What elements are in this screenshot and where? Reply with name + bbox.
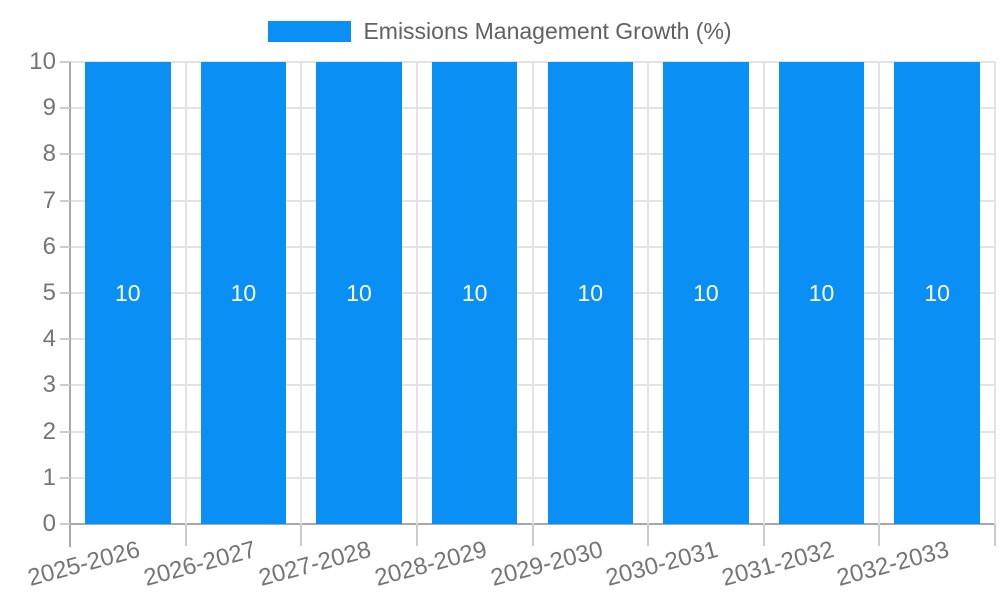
y-tick-label: 5 [42,279,56,306]
v-gridline [994,62,996,524]
y-tick [60,338,70,341]
x-tick-label: 2029-2030 [487,536,606,592]
bar-value-label: 10 [230,280,257,306]
y-tick-label: 4 [42,325,56,353]
y-tick [60,245,70,248]
v-gridline [184,62,187,524]
y-tick-label: 6 [42,232,56,260]
v-gridline [415,62,418,524]
bar[interactable] [894,62,980,524]
bar[interactable] [316,62,402,524]
y-tick [60,476,70,479]
bar[interactable] [547,62,634,524]
bar[interactable] [778,62,865,524]
x-tick-label: 2025-2026 [24,536,143,592]
bar-value-label: 10 [693,280,719,306]
plot-area: 10 10 10 10 10 10 10 10 [70,61,996,525]
bar-value-label: 10 [924,280,950,306]
y-tick [60,292,70,294]
bar-value-label: 10 [577,280,604,306]
x-tick-label: 2027-2028 [256,536,375,592]
y-tick [60,107,70,110]
bar-value-label: 10 [115,280,141,306]
legend-label: Emissions Management Growth (%) [363,18,732,44]
y-tick [60,153,70,156]
y-tick-label: 10 [29,48,56,75]
y-tick-label: 3 [42,371,56,399]
y-tick [60,199,70,202]
bar[interactable] [663,62,749,524]
x-tick [994,524,996,546]
x-tick [531,524,534,546]
y-tick [60,523,70,525]
y-axis-line [69,62,71,547]
bar[interactable] [200,62,287,524]
bar-value-label: 10 [461,280,488,306]
v-gridline [647,62,650,524]
bar-value-label: 10 [346,280,372,306]
x-tick-label: 2026-2027 [140,536,259,592]
x-tick-label: 2032-2033 [834,536,953,592]
x-tick [300,524,303,546]
x-tick [415,524,418,546]
x-tick [878,524,881,546]
bar[interactable] [85,62,171,524]
y-tick [60,384,70,387]
y-tick-label: 8 [42,140,56,168]
legend-swatch [268,21,352,42]
y-tick-label: 1 [42,463,56,491]
x-tick-label: 2030-2031 [603,536,721,592]
x-tick-label: 2031-2032 [718,536,837,592]
y-tick-label: 9 [42,94,56,122]
x-tick-label: 2028-2029 [371,536,490,592]
v-gridline [531,62,534,524]
chart-legend: Emissions Management Growth (%) [0,18,1000,45]
bar-value-label: 10 [808,280,835,306]
y-tick-label: 2 [42,417,56,445]
v-gridline [878,62,881,524]
y-tick [60,430,70,433]
v-gridline [762,62,765,524]
x-tick [647,524,650,546]
x-tick [762,524,765,546]
y-tick [60,61,70,63]
y-tick-label: 7 [42,186,56,214]
x-tick [184,524,187,546]
v-gridline [300,62,303,524]
bar[interactable] [431,62,518,524]
y-tick-label: 0 [42,510,56,537]
